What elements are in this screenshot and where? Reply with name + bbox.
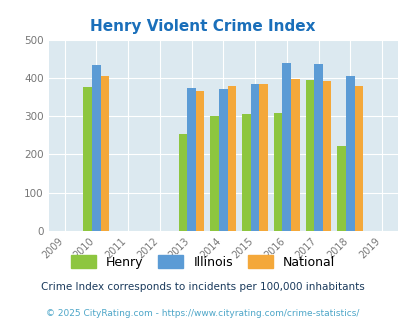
Bar — [322, 81, 330, 231]
Bar — [305, 80, 313, 231]
Bar — [282, 63, 290, 231]
Bar — [227, 86, 236, 231]
Bar — [313, 64, 322, 231]
Bar — [273, 114, 282, 231]
Bar — [83, 87, 92, 231]
Bar — [345, 76, 354, 231]
Bar — [354, 86, 362, 231]
Legend: Henry, Illinois, National: Henry, Illinois, National — [66, 250, 339, 274]
Bar — [178, 134, 187, 231]
Bar — [290, 79, 299, 231]
Bar — [195, 90, 204, 231]
Bar — [187, 88, 195, 231]
Bar — [242, 114, 250, 231]
Bar — [100, 76, 109, 231]
Bar — [210, 116, 218, 231]
Text: © 2025 CityRating.com - https://www.cityrating.com/crime-statistics/: © 2025 CityRating.com - https://www.city… — [46, 309, 359, 318]
Text: Henry Violent Crime Index: Henry Violent Crime Index — [90, 19, 315, 34]
Bar — [92, 65, 100, 231]
Bar — [250, 84, 259, 231]
Bar — [259, 84, 267, 231]
Bar — [337, 146, 345, 231]
Text: Crime Index corresponds to incidents per 100,000 inhabitants: Crime Index corresponds to incidents per… — [41, 282, 364, 292]
Bar — [218, 89, 227, 231]
